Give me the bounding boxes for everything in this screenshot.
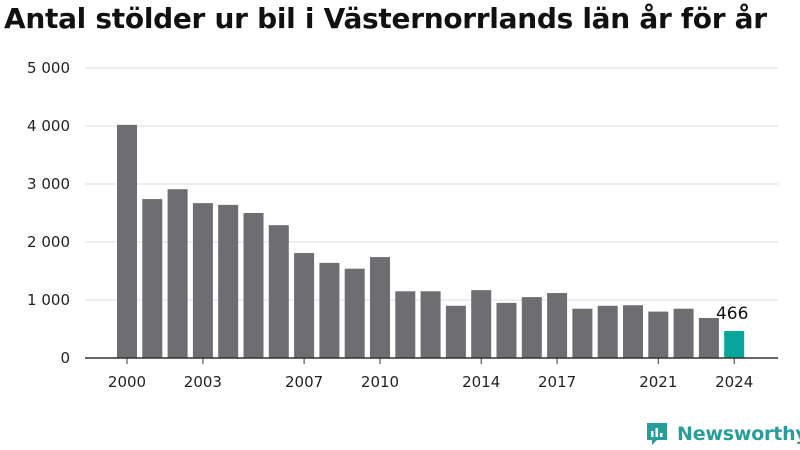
bar-2002 [167, 189, 188, 358]
x-tick-label: 2003 [184, 373, 222, 391]
data-label: 466 [716, 304, 748, 324]
x-tick-label: 2010 [361, 373, 399, 391]
bar-2016 [521, 297, 542, 358]
bar-2023 [698, 317, 719, 358]
x-tick-label: 2014 [462, 373, 500, 391]
bar-2011 [395, 291, 416, 358]
bar-chart: 0 1 000 2 000 3 000 4 000 5 000 466 2000 2003 200… [27, 59, 778, 391]
bar-2017 [547, 293, 568, 358]
bar-2000 [117, 124, 137, 358]
newsworthy-chart-icon [647, 423, 667, 445]
bar-2014 [471, 290, 492, 358]
bar-2009 [344, 268, 365, 358]
y-tick-label: 5 000 [27, 59, 70, 77]
bar-highlight-2024 [724, 330, 745, 358]
y-tick-label: 3 000 [27, 175, 70, 193]
y-tick-label: 4 000 [27, 117, 70, 135]
bar-2020 [623, 305, 643, 358]
x-tick-label: 2017 [538, 373, 576, 391]
x-tick-label: 2024 [715, 373, 753, 391]
bar-2019 [597, 305, 618, 358]
bar-2005 [243, 213, 264, 358]
bar-2012 [420, 291, 441, 358]
brand-name: Newsworthy [677, 423, 800, 445]
x-tick-label: 2000 [108, 373, 146, 391]
y-tick-label: 2 000 [27, 233, 70, 251]
y-tick-label: 0 [60, 349, 70, 367]
bar-2006 [268, 225, 289, 358]
newsworthy-logo: Newsworthy [645, 420, 800, 448]
bar-2022 [673, 308, 694, 358]
bar-2008 [319, 262, 340, 358]
bar-2013 [445, 305, 466, 358]
bar-2021 [648, 311, 669, 358]
x-tick-label: 2021 [639, 373, 677, 391]
y-tick-label: 1 000 [27, 291, 70, 309]
bar-2010 [370, 257, 390, 358]
bar-2004 [218, 204, 239, 358]
chart-title: Antal stölder ur bil i Västernorrlands l… [4, 2, 767, 35]
bar-2018 [572, 308, 593, 358]
bar-2007 [294, 253, 315, 358]
bar-2015 [496, 302, 517, 358]
x-tick-label: 2007 [285, 373, 323, 391]
bar-2001 [142, 199, 163, 358]
bar-2003 [192, 203, 213, 358]
